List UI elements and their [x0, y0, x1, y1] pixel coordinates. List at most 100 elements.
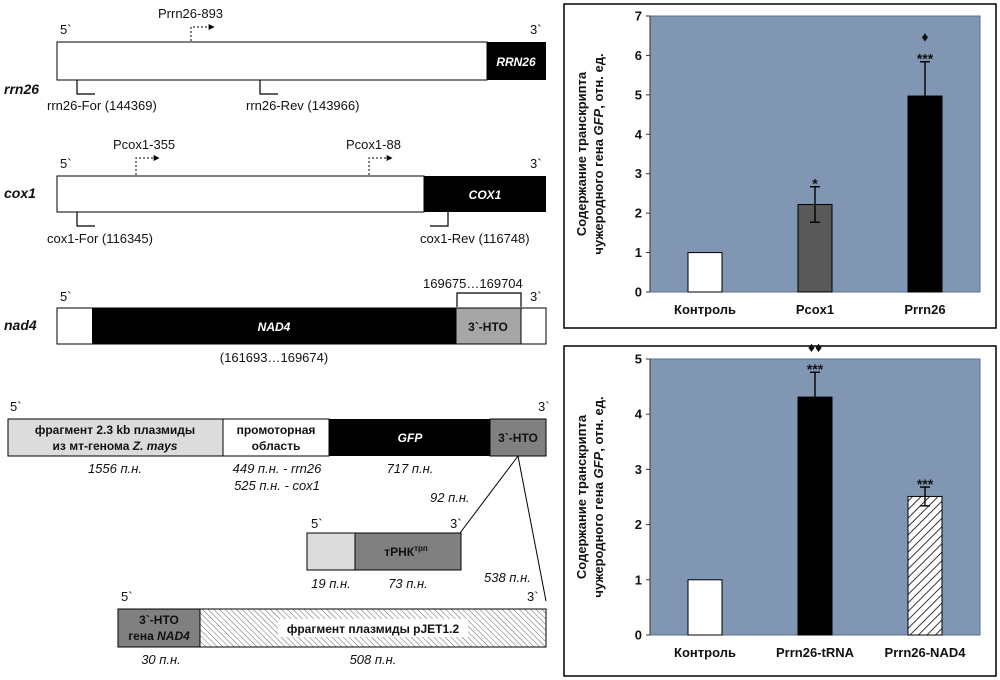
chart-1-ylabel-line1: Содержание транскрипта: [574, 71, 589, 236]
chart-1-ytick-label: 1: [635, 245, 642, 260]
gfp-length: 717 п.н.: [387, 461, 434, 476]
pjet-length: 508 п.н.: [350, 652, 397, 667]
nad4utr-length: 30 п.н.: [141, 652, 181, 667]
chart-2-ylabel-line2-prefix: чужеродного гена: [591, 479, 606, 598]
pcox1-355-label: Pcox1-355: [113, 137, 175, 152]
chart-2-ytick-label: 3: [635, 462, 642, 477]
rrn26-rev-primer: [259, 80, 278, 95]
nad4-gene-label: NAD4: [258, 320, 291, 334]
cox1-gene-label: COX1: [469, 188, 502, 202]
trna-label: тРНКтрп: [384, 544, 428, 559]
construct-5-end: 5`: [10, 399, 22, 414]
chart-1-ylabel-line2-prefix: чужеродного гена: [591, 136, 606, 255]
chart-2-ytick-label: 4: [635, 407, 643, 422]
rrn26-rev-label: rrn26-Rev (143966): [246, 98, 359, 113]
nad4-gene-block: [92, 308, 456, 344]
chart-2-category-0: Контроль: [674, 645, 736, 660]
chart-2-bar-1: [797, 396, 833, 636]
chart-2-ylabel-line2-gene: GFP: [591, 451, 606, 478]
promoter-region-block: [222, 418, 330, 457]
chart-1-category-1: Pcox1: [796, 302, 834, 317]
trna-label-sup: трп: [414, 544, 428, 553]
chart-1-ytick-label: 0: [635, 285, 642, 300]
nad4-utr-bracket: [456, 292, 522, 307]
nad4utr-line2-prefix: гена: [128, 629, 154, 643]
pcox1-355-arrow: [135, 155, 160, 175]
chart-2-ytick-label: 5: [635, 352, 642, 367]
mt-fragment-line2: из мт-генома Z. mays: [53, 439, 178, 453]
rrn26-bar: [56, 41, 488, 81]
pjet-fragment-label: фрагмент плазмиды pJET1.2: [287, 622, 460, 636]
chart-1-ytick-label: 2: [635, 206, 642, 221]
trna-zoom: 5` 3` тРНКтрп 19 п.н. 73 п.н. 538 п.н.: [306, 516, 531, 591]
chart-1-ytick-label: 4: [635, 127, 643, 142]
rrn26-3-end: 3`: [530, 22, 542, 37]
trna-linker-block: [306, 532, 356, 571]
chart-1-ytick-label: 6: [635, 48, 642, 63]
chart-1-annotation-2-1: ♦: [921, 29, 928, 45]
chart-2-bar-2: [907, 495, 943, 636]
chart-2-ylabel-line1: Содержание транскрипта: [574, 414, 589, 579]
cox1-label: cox1: [4, 185, 36, 201]
nad4-label: nad4: [4, 317, 37, 333]
rrn26-for-label: rrn26-For (144369): [47, 98, 157, 113]
cox1-5-end: 5`: [60, 156, 72, 171]
trna-block: [354, 532, 462, 571]
chart-1-annotation-1-0: *: [812, 176, 818, 192]
cox1-for-label: cox1-For (116345): [47, 231, 153, 246]
chart-2: 0 1 2 3 4 5 Содержание транскрипта чужеродного …: [563, 339, 997, 677]
chart-1-ylabel: Содержание транскрипта чужеродного гена G…: [574, 53, 606, 254]
chart-2-bar-0: [687, 579, 723, 636]
mt-fragment-block: [7, 418, 224, 457]
nad4utr-3-end: 3`: [527, 589, 539, 604]
cox1-for-primer: [76, 212, 95, 227]
construct-utr-label: 3`-НТО: [498, 431, 538, 445]
rrn26-promoter-label: Prrn26-893: [158, 6, 223, 21]
chart-1-category-2: Prrn26: [904, 302, 945, 317]
nad4utr-block: [117, 608, 201, 648]
zoom-total-length: 538 п.н.: [484, 570, 531, 585]
trna-linker-length: 19 п.н.: [311, 576, 351, 591]
chart-2-annotation-1-0: ***: [807, 361, 824, 377]
nad4-3-end: 3`: [530, 289, 542, 304]
chart-1-ytick-label: 3: [635, 166, 642, 181]
cox1-3-end: 3`: [530, 156, 542, 171]
chart-1: 0 1 2 3 4 5 6 7 Содержание транскрипта чужеродног…: [563, 3, 997, 329]
promoter-region-line2: область: [252, 439, 301, 453]
rrn26-promoter-arrow: [190, 24, 215, 41]
nad4-utr-zoom: 5` 3` 3`-НТО гена NAD4 фрагмент плазмиды…: [117, 589, 547, 667]
nad4utr-line2-gene: NAD4: [157, 629, 190, 643]
chart-2-ytick-label: 2: [635, 517, 642, 532]
nad4utr-5-end: 5`: [121, 589, 133, 604]
rrn26-5-end: 5`: [60, 22, 72, 37]
nad4-map: nad4 5` 3` 169675…169704 NAD4 3`-НТО (16…: [4, 276, 547, 365]
rrn26-gene-label: RRN26: [496, 55, 536, 69]
nad4utr-line1: 3`-НТО: [139, 613, 179, 627]
rrn26-gene-block: [487, 42, 546, 80]
cox1-rev-label: cox1-Rev (116748): [420, 231, 530, 246]
rrn26-map: rrn26 5` 3` Prrn26-893 RRN26 rrn26-For (…: [4, 6, 546, 113]
chart-2-annotation-2-0: ***: [917, 476, 934, 492]
chart-1-ytick-label: 7: [635, 9, 642, 24]
pjet-label-bg: [278, 619, 468, 637]
trna-3-end: 3`: [450, 516, 462, 531]
mt-fragment-line1: фрагмент 2.3 kb плазмиды: [35, 423, 195, 437]
promoter-region-line1: промоторная: [237, 423, 316, 437]
construct-utr-length: 92 п.н.: [430, 490, 470, 505]
pcox1-88-label: Pcox1-88: [346, 137, 401, 152]
nad4-utr-label: 3`-НТО: [468, 320, 508, 334]
cox1-map: cox1 5` 3` Pcox1-355 Pcox1-88 COX1 cox1-…: [4, 137, 546, 246]
zoom-line-nad4: [517, 455, 547, 602]
nad4utr-line2: гена NAD4: [128, 629, 190, 643]
chart-2-ytick-label: 1: [635, 572, 642, 587]
chart-2-ytick-label: 0: [635, 628, 642, 643]
nad4-utr-range: 169675…169704: [423, 276, 523, 291]
chart-1-ylabel-line2-suffix: , отн. ед.: [591, 53, 606, 108]
mt-fragment-species: Z. mays: [132, 439, 178, 453]
promoter-length-cox1: 525 п.н. - cox1: [234, 478, 320, 493]
chart-1-ytick-label: 5: [635, 87, 642, 102]
chart-2-category-2: Prrn26-NAD4: [885, 645, 967, 660]
chart-1-ylabel-line2-gene: GFP: [591, 108, 606, 135]
promoter-length-rrn26: 449 п.н. - rrn26: [233, 461, 323, 476]
